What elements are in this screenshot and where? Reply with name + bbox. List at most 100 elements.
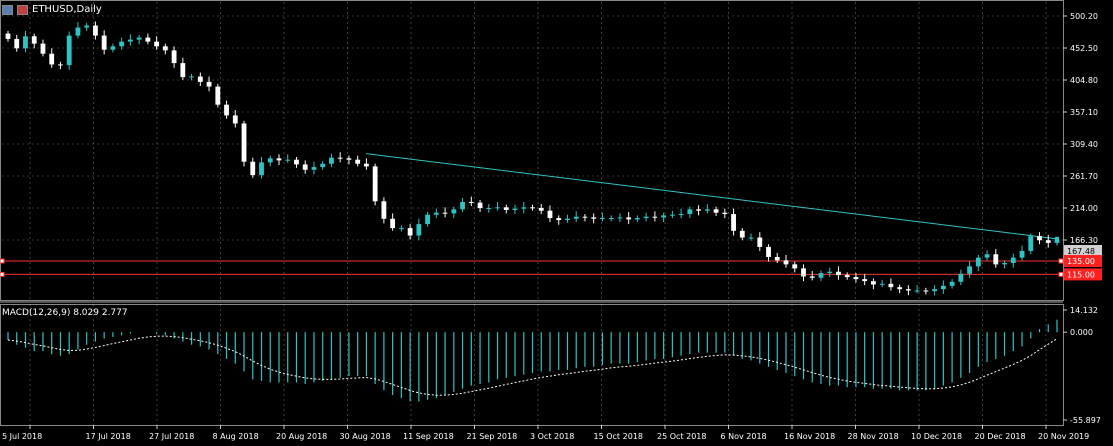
x-tick-label: 10 Dec 2018 <box>911 432 962 441</box>
candle-body <box>93 25 98 36</box>
macd-y-tick-label: 14.132 <box>1070 306 1098 315</box>
axes: 500.20 452.50 404.80 357.10 309.40 261.70 214.… <box>2 12 1102 441</box>
candle-body <box>853 277 859 280</box>
candle-body <box>984 254 990 258</box>
candle-body <box>468 201 474 203</box>
x-tick-label: 25 Oct 2018 <box>657 432 706 441</box>
price-tag-box <box>1064 268 1102 281</box>
candle-body <box>127 39 133 42</box>
candle-body <box>259 162 264 176</box>
candle-body <box>180 63 186 78</box>
candle-body <box>766 246 771 257</box>
candle-body <box>757 237 763 247</box>
x-tick-label: 5 Jul 2018 <box>2 432 42 441</box>
candle-body <box>398 228 404 230</box>
candle-body <box>49 53 55 65</box>
price-tag-box <box>1064 245 1102 257</box>
candle-body <box>687 209 693 215</box>
candle-body <box>696 209 701 211</box>
candle-body <box>993 254 999 265</box>
candle-body <box>1002 263 1007 265</box>
macd-frame <box>0 304 1064 426</box>
candle-body <box>967 266 972 274</box>
candle-body <box>949 281 955 286</box>
candle-body <box>809 276 815 278</box>
support-levels <box>0 258 1064 277</box>
x-tick-label: 16 Nov 2018 <box>784 432 835 441</box>
candle-body <box>460 201 465 210</box>
candle-body <box>40 43 46 54</box>
candle-body <box>372 166 378 202</box>
x-tick-label: 27 Jul 2018 <box>149 432 194 441</box>
candle-body <box>346 158 352 160</box>
macd-y-tick-label: 0.000 <box>1070 328 1093 337</box>
trendline-segment <box>366 153 1058 240</box>
candle-body <box>643 216 649 219</box>
candle-body <box>844 275 850 278</box>
price-tag-label: 167.48 <box>1067 247 1095 256</box>
candle-body <box>739 230 745 238</box>
candle-body <box>110 46 116 50</box>
price-tag-label: 115.00 <box>1067 270 1095 279</box>
macd-signal-line <box>7 335 1058 396</box>
candle-body <box>189 76 194 78</box>
main-frame <box>0 0 1064 301</box>
candle-body <box>31 36 37 44</box>
trendline <box>366 153 1059 241</box>
candlestick-series <box>5 21 1060 296</box>
candle-body <box>145 37 151 42</box>
candle-body <box>136 37 142 40</box>
candle-body <box>416 224 422 236</box>
candle-body <box>591 217 597 219</box>
candle-body <box>897 287 903 290</box>
candle-body <box>704 209 710 211</box>
candle-body <box>329 157 334 164</box>
candle-body <box>801 268 806 277</box>
candle-body <box>425 214 431 225</box>
candle-body <box>320 163 326 168</box>
candle-body <box>503 207 509 211</box>
candle-body <box>879 283 885 285</box>
candle-body <box>250 161 256 176</box>
candle-body <box>206 81 212 87</box>
candle-body <box>355 159 361 164</box>
y-tick-label: 452.50 <box>1070 44 1098 53</box>
candle-body <box>530 207 535 209</box>
candle-body <box>905 289 911 291</box>
candle-body <box>678 214 684 216</box>
candle-body <box>774 256 780 261</box>
candle-body <box>617 217 623 219</box>
candle-body <box>827 271 833 274</box>
candle-body <box>23 36 28 49</box>
candle-body <box>442 212 448 214</box>
candle-body <box>381 201 387 219</box>
candle-body <box>582 216 588 218</box>
candle-body <box>862 279 868 282</box>
candle-body <box>451 209 457 214</box>
candle-body <box>669 214 675 216</box>
candle-body <box>364 163 369 167</box>
chart-window-icon <box>2 4 13 15</box>
candle-body <box>521 207 527 209</box>
candle-body <box>241 123 247 162</box>
candle-body <box>232 115 238 124</box>
candle-body <box>197 76 203 82</box>
candle-body <box>433 212 439 215</box>
macd-panel <box>7 319 1058 402</box>
candle-body <box>792 264 798 269</box>
price-tag-label: 135.00 <box>1067 257 1095 266</box>
x-tick-label: 3 Oct 2018 <box>530 432 574 441</box>
candle-body <box>101 35 107 50</box>
candle-body <box>66 35 72 66</box>
y-tick-label: 500.20 <box>1070 12 1098 21</box>
candle-body <box>888 283 894 288</box>
candle-body <box>267 158 273 163</box>
x-tick-label: 6 Nov 2018 <box>721 432 767 441</box>
y-tick-label: 214.00 <box>1070 204 1098 213</box>
candle-body <box>154 41 160 47</box>
candle-body <box>486 208 492 209</box>
candle-body <box>783 260 789 265</box>
y-tick-label: 261.70 <box>1070 172 1098 181</box>
x-tick-label: 17 Jul 2018 <box>86 432 131 441</box>
